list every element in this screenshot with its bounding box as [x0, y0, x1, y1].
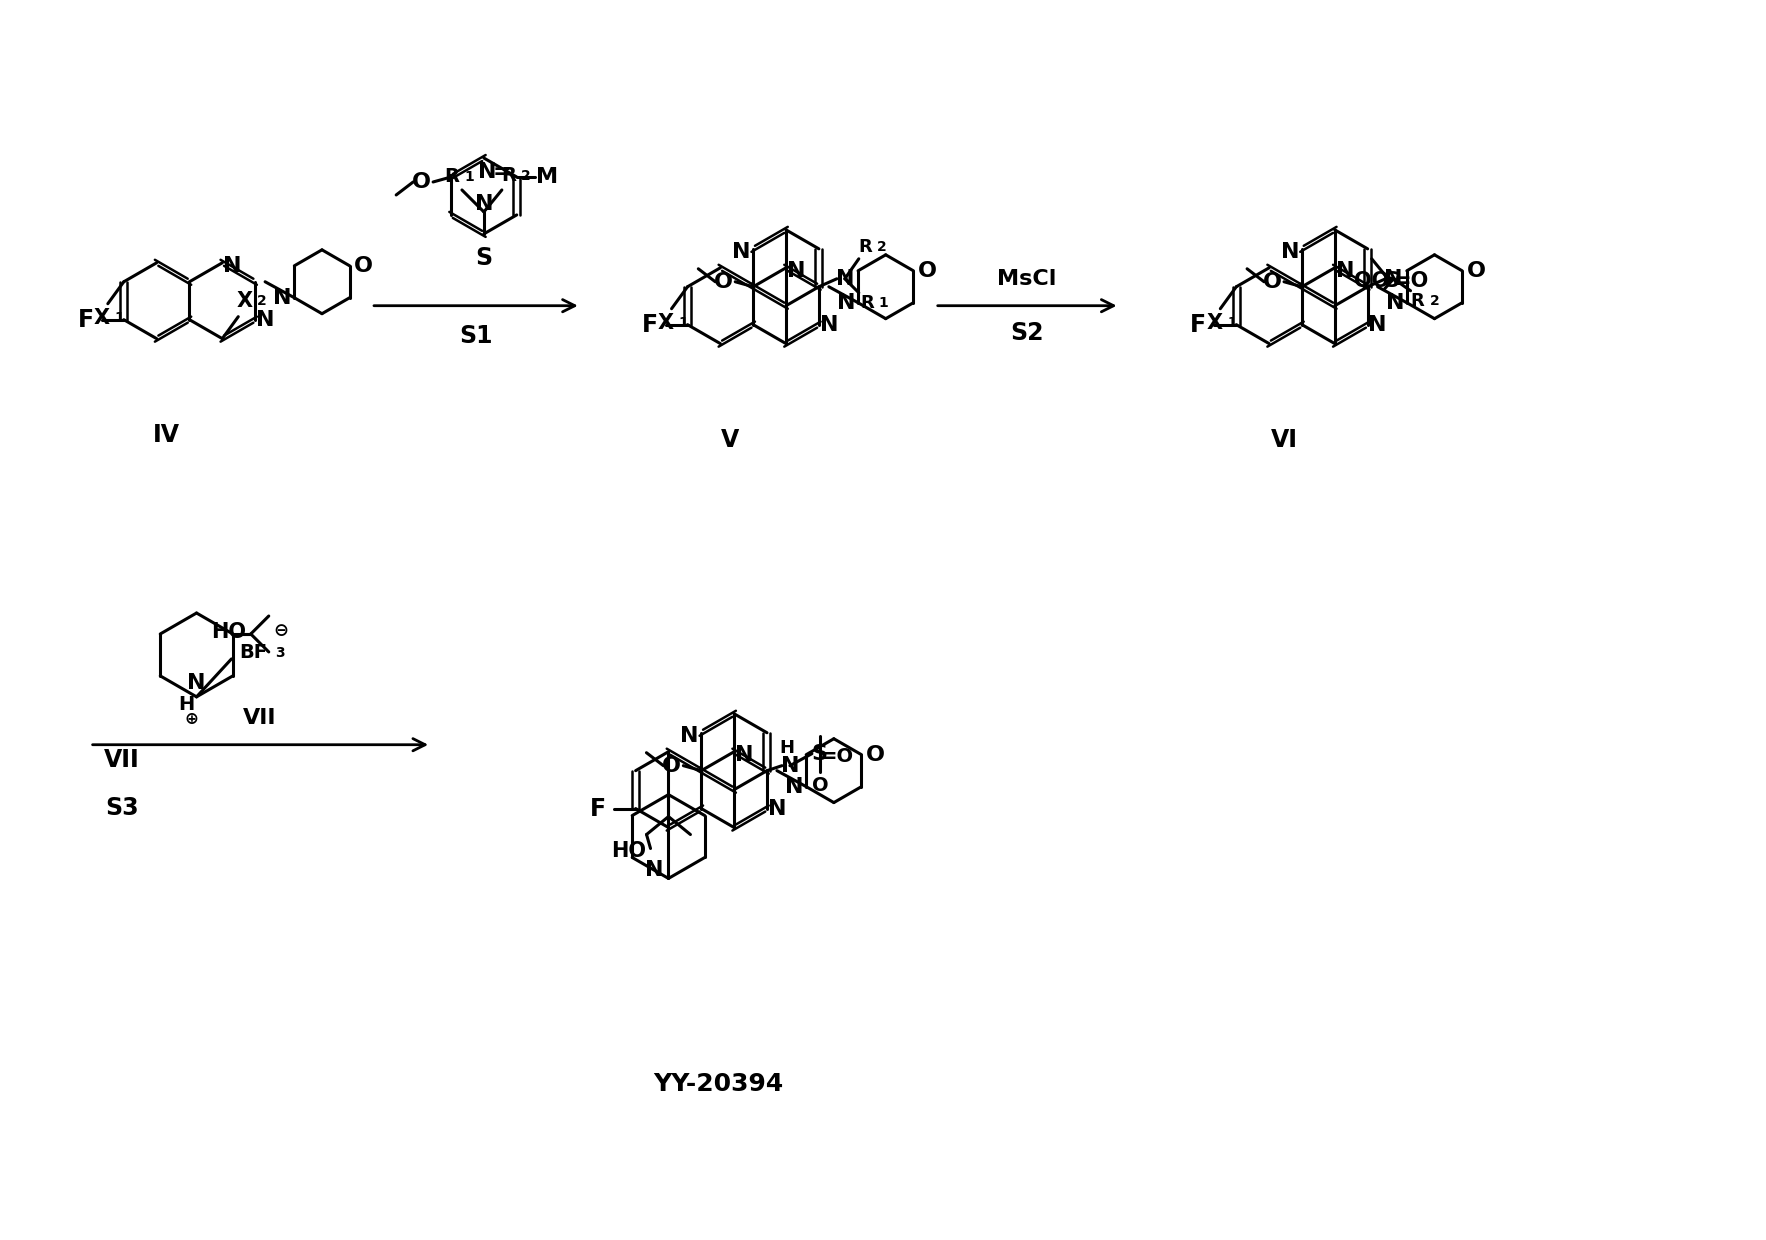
Text: 1: 1 — [879, 295, 888, 310]
Text: VII: VII — [104, 748, 140, 771]
Text: X: X — [94, 308, 109, 327]
Text: =O: =O — [821, 748, 855, 766]
Text: S: S — [475, 246, 493, 270]
Text: S: S — [1385, 270, 1400, 290]
Text: =: = — [493, 162, 510, 182]
Text: O: O — [1466, 260, 1485, 280]
Text: N: N — [477, 162, 496, 182]
Text: N: N — [1280, 242, 1300, 262]
Text: X: X — [237, 290, 253, 311]
Text: BF: BF — [240, 644, 267, 662]
Text: X: X — [657, 312, 673, 332]
Text: H: H — [779, 739, 795, 756]
Text: O: O — [411, 172, 431, 192]
Text: N: N — [781, 755, 800, 776]
Text: R: R — [445, 167, 459, 186]
Text: R: R — [1411, 291, 1425, 310]
Text: 2: 2 — [521, 169, 530, 184]
Text: HO: HO — [611, 842, 646, 862]
Text: ⊕: ⊕ — [185, 709, 198, 728]
Text: N: N — [1369, 315, 1386, 335]
Text: O: O — [355, 255, 373, 275]
Text: O: O — [865, 745, 885, 765]
Text: 3: 3 — [275, 646, 284, 660]
Text: 1: 1 — [678, 316, 689, 330]
Text: O: O — [812, 776, 828, 795]
Text: IV: IV — [154, 423, 180, 448]
Text: 1: 1 — [464, 170, 473, 184]
Text: 2: 2 — [1429, 294, 1439, 308]
Text: R: R — [502, 166, 516, 186]
Text: N: N — [835, 269, 855, 289]
Text: ⊖: ⊖ — [274, 622, 290, 640]
Text: HO: HO — [212, 622, 245, 642]
Text: VII: VII — [242, 708, 275, 728]
Text: S2: S2 — [1010, 321, 1044, 345]
Text: N: N — [680, 725, 699, 745]
Text: R: R — [860, 294, 874, 311]
Text: 1: 1 — [1227, 316, 1236, 329]
Text: V: V — [721, 428, 740, 453]
Text: N: N — [837, 293, 855, 312]
Text: MsCl: MsCl — [998, 269, 1056, 289]
Text: N: N — [735, 745, 754, 765]
Text: S1: S1 — [459, 324, 493, 347]
Text: N: N — [223, 255, 242, 275]
Text: 1: 1 — [115, 311, 125, 325]
Text: N: N — [731, 242, 751, 262]
Text: O: O — [918, 260, 936, 280]
Text: N: N — [645, 861, 664, 880]
Text: N: N — [274, 288, 291, 308]
Text: 2: 2 — [876, 239, 887, 254]
Text: N: N — [475, 193, 493, 215]
Text: N: N — [1335, 260, 1355, 280]
Text: 2: 2 — [258, 294, 267, 308]
Text: S3: S3 — [104, 796, 138, 820]
Text: N: N — [187, 673, 207, 693]
Text: R: R — [858, 238, 872, 255]
Text: N: N — [784, 776, 804, 796]
Text: M: M — [535, 167, 558, 187]
Text: N: N — [256, 310, 274, 330]
Text: N: N — [819, 315, 839, 335]
Text: O: O — [1263, 272, 1282, 291]
Text: VI: VI — [1270, 428, 1298, 453]
Text: YY-20394: YY-20394 — [653, 1071, 784, 1096]
Text: O: O — [713, 272, 733, 291]
Text: F: F — [78, 308, 94, 331]
Text: F: F — [1190, 312, 1206, 337]
Text: N: N — [788, 260, 805, 280]
Text: H: H — [178, 696, 194, 714]
Text: N: N — [1385, 269, 1402, 289]
Text: S: S — [812, 744, 828, 764]
Text: O: O — [662, 755, 682, 776]
Text: =O: =O — [1393, 270, 1429, 290]
Text: N: N — [1386, 293, 1404, 312]
Text: F: F — [590, 796, 606, 821]
Text: OO: OO — [1355, 270, 1390, 290]
Text: N: N — [768, 799, 786, 818]
Text: F: F — [641, 312, 657, 337]
Text: X: X — [1206, 312, 1222, 332]
